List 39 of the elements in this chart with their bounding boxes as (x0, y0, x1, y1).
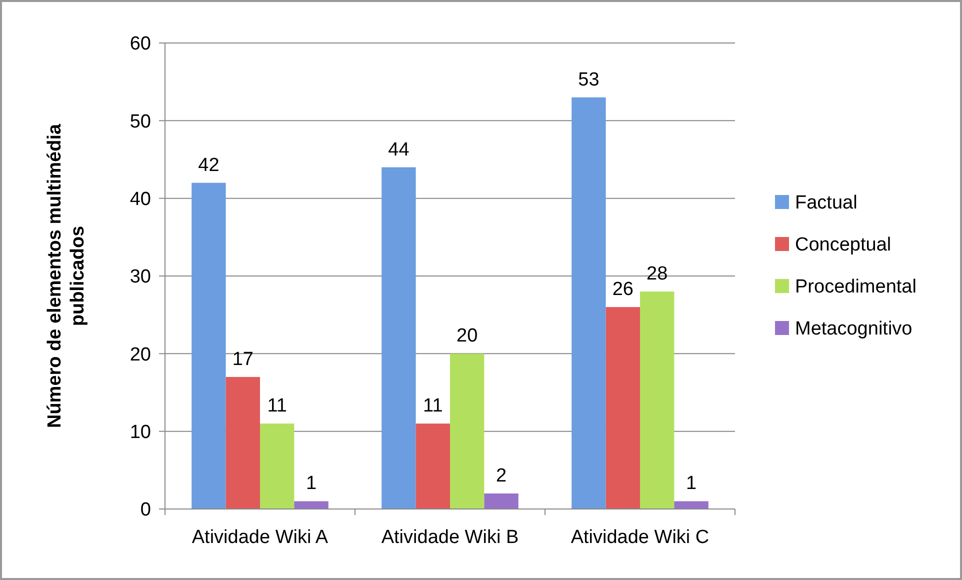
data-label: 1 (306, 473, 317, 494)
data-label: 20 (456, 326, 478, 347)
data-label: 11 (423, 396, 443, 417)
data-label: 28 (646, 264, 668, 285)
bar (640, 292, 674, 509)
data-label: 17 (232, 348, 254, 370)
y-axis-title: Número de elementos multimédia publicados (44, 124, 88, 428)
data-label: 53 (578, 69, 600, 90)
bar (192, 182, 226, 509)
y-tick-label: 0 (140, 500, 151, 521)
data-label: 11 (267, 396, 287, 417)
data-label: 42 (198, 154, 220, 176)
legend-label: Metacognitivo (795, 318, 912, 340)
bar (382, 167, 416, 509)
y-tick-label: 60 (130, 34, 151, 55)
x-tick-label: Atividade Wiki C (570, 527, 710, 548)
bar (674, 501, 708, 509)
bar (226, 376, 260, 509)
legend-label: Factual (795, 192, 858, 214)
y-tick-label: 50 (130, 111, 151, 132)
bar (484, 493, 518, 509)
bar (572, 97, 606, 509)
x-tick-label: Atividade Wiki A (192, 527, 328, 548)
bar (260, 424, 294, 509)
y-tick-label: 20 (130, 344, 151, 366)
bar (450, 354, 484, 509)
bar (416, 424, 450, 509)
bar (294, 501, 328, 509)
legend-label: Procedimental (795, 276, 916, 298)
bar (606, 307, 640, 509)
y-tick-label: 10 (130, 422, 151, 443)
data-label: 44 (388, 139, 410, 160)
legend-label: Conceptual (795, 234, 892, 256)
data-label: 26 (612, 279, 634, 300)
y-tick-label: 40 (130, 188, 151, 210)
data-label: 1 (686, 473, 697, 494)
y-tick-label: 30 (130, 266, 151, 288)
data-label: 2 (496, 465, 507, 486)
x-tick-label: Atividade Wiki B (381, 527, 519, 548)
